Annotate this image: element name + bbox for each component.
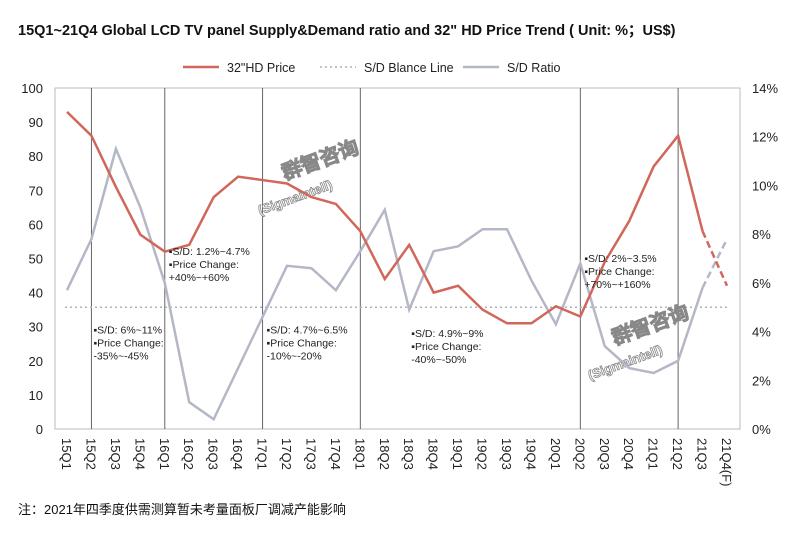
left-tick-label: 40 [29, 286, 43, 301]
x-tick-label: 19Q1 [450, 438, 465, 470]
x-tick-label: 15Q4 [132, 438, 147, 470]
annotation-text: ▪Price Change: [169, 259, 239, 271]
x-tick-label: 18Q1 [352, 438, 367, 470]
x-tick-label: 15Q3 [108, 438, 123, 470]
x-tick-label: 16Q1 [157, 438, 172, 470]
x-tick-label: 20Q2 [572, 438, 587, 470]
watermark-logo: 群智咨询 [278, 135, 362, 185]
sd-ratio-forecast-line [701, 238, 729, 289]
footnote: 注：2021年四季度供需测算暂未考量面板厂调减产能影响 [18, 502, 346, 517]
x-tick-label: 21Q3 [695, 438, 710, 470]
left-tick-label: 90 [29, 115, 43, 130]
x-tick-label: 18Q3 [401, 438, 416, 470]
legend-label: S/D Ratio [507, 61, 561, 75]
right-tick-label: 14% [752, 81, 778, 96]
x-tick-label: 20Q3 [597, 438, 612, 470]
right-tick-label: 8% [752, 227, 771, 242]
left-tick-label: 80 [29, 149, 43, 164]
chart-title: 15Q1~21Q4 Global LCD TV panel Supply&Dem… [18, 23, 676, 39]
annotation-text: ▪S/D: 1.2%~4.7% [169, 246, 250, 258]
price-line [66, 110, 704, 325]
annotation-text: +40%~+60% [169, 272, 229, 284]
right-tick-label: 0% [752, 422, 771, 437]
annotation-text: -40%~-50% [411, 354, 466, 366]
x-tick-label: 21Q4(F) [719, 438, 734, 486]
x-tick-label: 21Q1 [646, 438, 661, 470]
left-tick-label: 30 [29, 320, 43, 335]
x-tick-label: 19Q3 [499, 438, 514, 470]
x-tick-label: 19Q2 [475, 438, 490, 470]
left-tick-label: 70 [29, 183, 43, 198]
annotation-text: ▪Price Change: [93, 338, 163, 350]
left-tick-label: 50 [29, 252, 43, 267]
x-tick-label: 16Q2 [181, 438, 196, 470]
price-forecast-line [701, 230, 729, 287]
left-tick-label: 100 [21, 81, 43, 96]
x-tick-label: 17Q1 [255, 438, 270, 470]
x-tick-label: 18Q2 [377, 438, 392, 470]
x-tick-label: 15Q2 [83, 438, 98, 470]
left-tick-label: 0 [36, 422, 43, 437]
annotation-text: +70%~+160% [584, 279, 650, 291]
left-tick-label: 10 [29, 388, 43, 403]
annotation-text: ▪S/D: 2%~3.5% [584, 253, 656, 265]
plot-frame [54, 87, 741, 430]
legend-label: S/D Blance Line [364, 61, 454, 75]
legend-label: 32"HD Price [227, 61, 295, 75]
annotation-text: -35%~-45% [93, 351, 148, 363]
right-tick-label: 10% [752, 178, 778, 193]
annotation-text: ▪Price Change: [411, 341, 481, 353]
x-tick-label: 17Q4 [328, 438, 343, 470]
left-tick-label: 20 [29, 354, 43, 369]
x-tick-label: 21Q2 [670, 438, 685, 470]
watermark-logo: (Sigmaintell) [256, 177, 334, 218]
annotation-text: ▪S/D: 4.9%~9% [411, 328, 483, 340]
right-tick-label: 12% [752, 130, 778, 145]
annotation-text: ▪S/D: 6%~11% [93, 325, 162, 337]
x-tick-label: 15Q1 [59, 438, 74, 470]
x-tick-label: 20Q4 [621, 438, 636, 470]
x-tick-label: 17Q3 [303, 438, 318, 470]
x-tick-label: 16Q3 [206, 438, 221, 470]
right-tick-label: 4% [752, 325, 771, 340]
right-tick-label: 2% [752, 373, 771, 388]
left-tick-label: 60 [29, 217, 43, 232]
annotation-text: ▪Price Change: [584, 266, 654, 278]
watermark-logo: (Sigmaintell) [586, 342, 664, 383]
x-tick-label: 16Q4 [230, 438, 245, 470]
annotation-text: ▪S/D: 4.7%~6.5% [267, 325, 348, 337]
right-tick-label: 6% [752, 276, 771, 291]
x-tick-label: 17Q2 [279, 438, 294, 470]
x-tick-label: 20Q1 [548, 438, 563, 470]
annotation-text: -10%~-20% [267, 351, 322, 363]
x-tick-label: 18Q4 [426, 438, 441, 470]
x-tick-label: 19Q4 [523, 438, 538, 470]
annotation-text: ▪Price Change: [267, 338, 337, 350]
